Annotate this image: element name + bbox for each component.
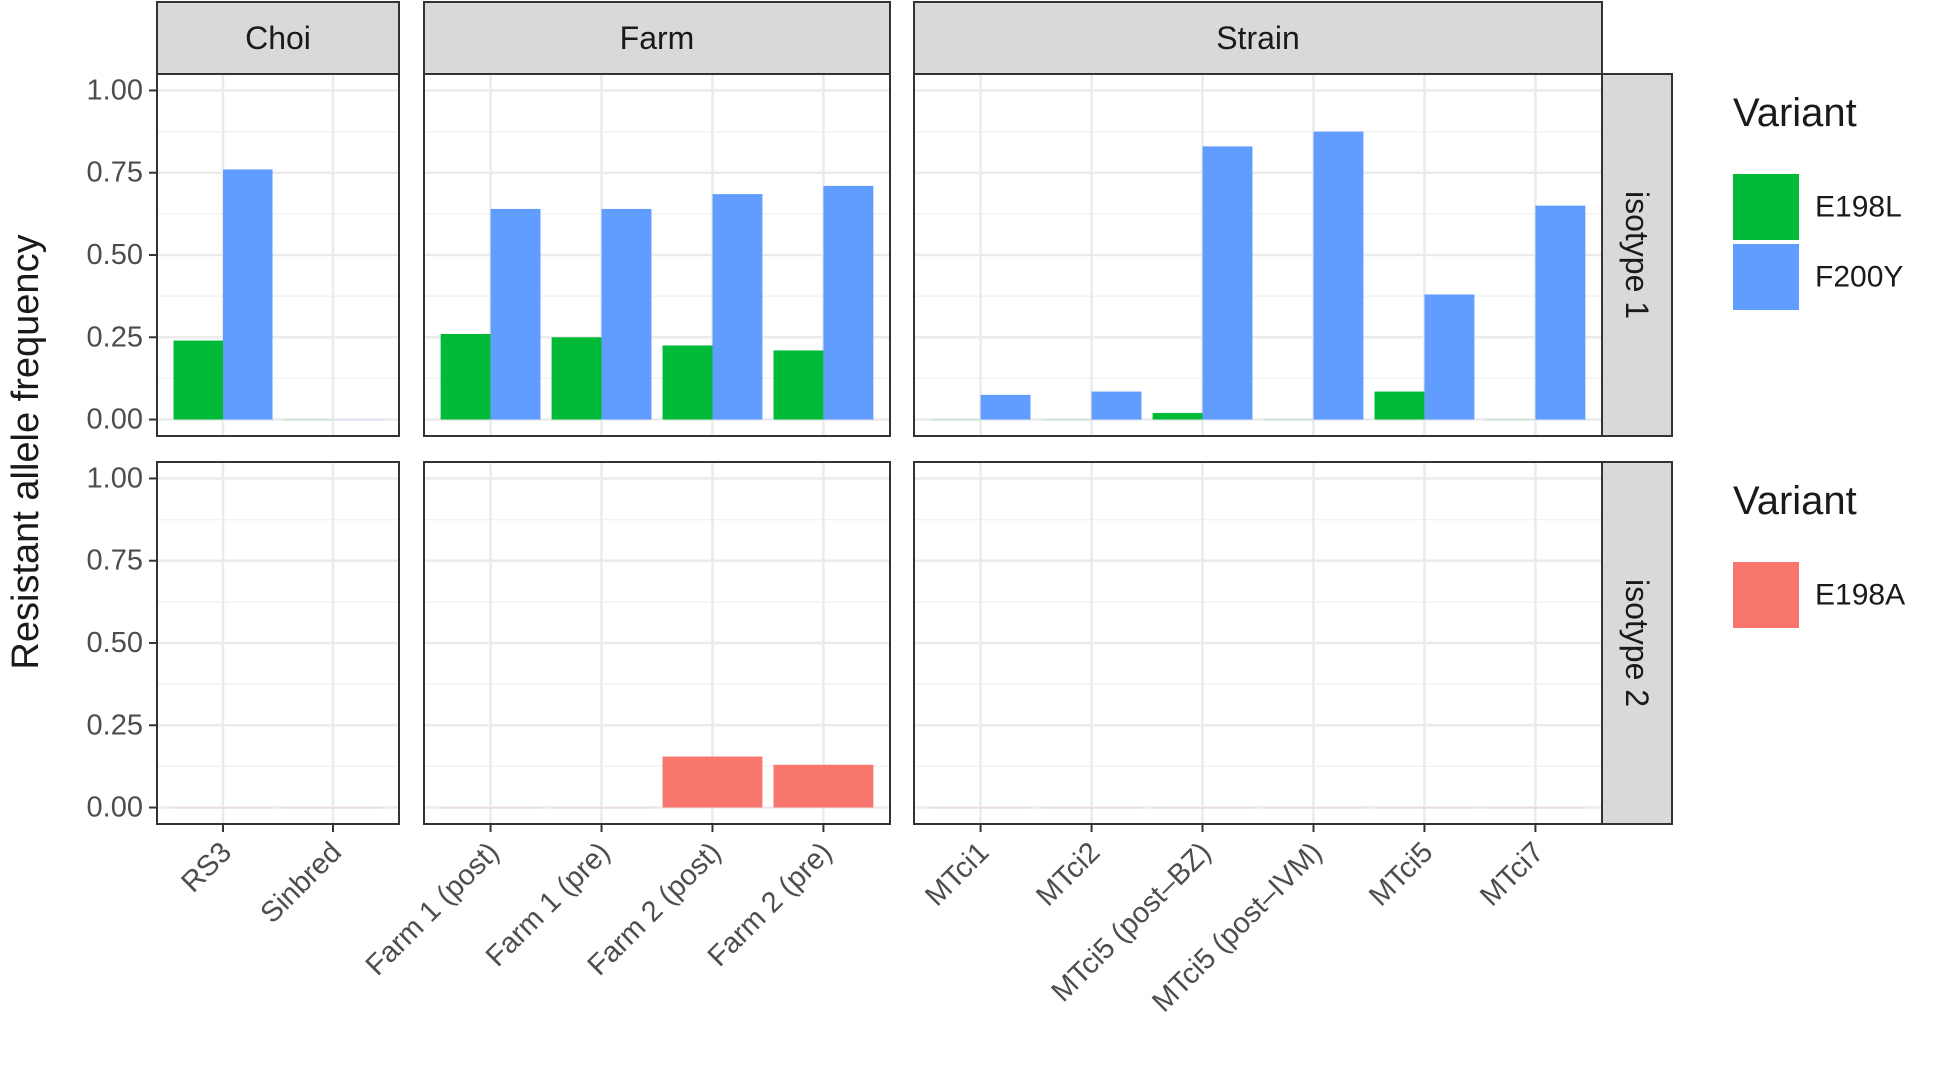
legend-label-e198l: E198L — [1815, 191, 1902, 224]
y-tick-label: 0.00 — [87, 404, 143, 436]
bar-f200y-mtci5-post-bz — [1202, 146, 1253, 420]
legend-title: Variant — [1733, 479, 1857, 523]
strips-layer: isotype 1 isotype 2 Choi Farm Strain — [156, 1, 1673, 825]
bar-e198a-mtci1 — [930, 807, 1031, 809]
column-strip-label: Farm — [620, 20, 695, 56]
bar-e198a-mtci5 — [1374, 807, 1475, 809]
row-strip-label: isotype 2 — [1619, 579, 1655, 707]
legend-key-e198a — [1733, 562, 1799, 628]
y-axis-isotype-2: 0.00 0.25 0.50 0.75 1.00 — [87, 462, 157, 824]
panel-choi-isotype-1 — [156, 73, 400, 437]
bar-e198l-mtci2 — [1041, 419, 1092, 421]
bar-e198a-mtci5-post-bz — [1152, 807, 1253, 809]
column-strip-background — [913, 1, 1603, 75]
bar-e198l-farm-2-pre — [773, 350, 824, 420]
bar-f200y-mtci5-post-ivm — [1313, 131, 1364, 420]
y-tick-label: 0.00 — [87, 792, 143, 824]
panels-layer — [156, 73, 1603, 825]
x-tick-label-farm-1-post: Farm 1 (post) — [360, 836, 506, 982]
row-strip-background — [1601, 461, 1673, 825]
legend-label-f200y: F200Y — [1815, 261, 1903, 294]
y-tick-label: 0.50 — [87, 627, 143, 659]
bar-e198l-mtci1 — [930, 419, 981, 421]
x-tick-label-mtci2: MTci2 — [1030, 836, 1106, 912]
row-strip-isotype-2: isotype 2 — [1601, 461, 1673, 825]
bar-e198l-mtci5-post-bz — [1152, 412, 1203, 420]
bar-f200y-mtci7 — [1535, 205, 1586, 420]
bar-e198l-farm-2-post — [662, 345, 713, 420]
column-strip-background — [423, 1, 891, 75]
legend-layer: Variant E198L F200Y Variant E198A — [1733, 91, 1905, 628]
x-tick-label-rs3: RS3 — [175, 836, 238, 899]
bar-f200y-sinbred — [333, 419, 383, 421]
panel-border — [423, 461, 891, 825]
panel-strain-isotype-1 — [913, 73, 1603, 437]
bar-e198l-sinbred — [283, 419, 333, 421]
legend-key-e198l — [1733, 174, 1799, 240]
row-strip-background — [1601, 73, 1673, 437]
bar-e198a-sinbred — [283, 807, 383, 809]
bar-e198l-mtci7 — [1485, 419, 1536, 421]
row-strip-label: isotype 1 — [1619, 191, 1655, 319]
column-strip-label: Choi — [245, 20, 311, 56]
y-tick-label: 0.50 — [87, 239, 143, 271]
legend-isotype-2: Variant E198A — [1733, 479, 1905, 628]
legend-title: Variant — [1733, 91, 1857, 135]
panel-strain-isotype-2 — [913, 461, 1603, 825]
bar-f200y-mtci2 — [1091, 391, 1142, 420]
legend-isotype-1: Variant E198L F200Y — [1733, 91, 1903, 310]
y-axis-title: Resistant allele frequency — [5, 234, 47, 669]
x-tick-label-sinbred: Sinbred — [255, 836, 348, 929]
x-tick-label-mtci7: MTci7 — [1474, 836, 1550, 912]
bar-e198a-mtci7 — [1485, 807, 1586, 809]
bar-f200y-rs3 — [223, 169, 273, 420]
bar-e198l-mtci5 — [1374, 391, 1425, 420]
bar-e198a-farm-2-pre — [773, 764, 874, 808]
x-tick-label-mtci5: MTci5 — [1363, 836, 1439, 912]
bar-e198l-mtci5-post-ivm — [1263, 419, 1314, 421]
bar-f200y-mtci1 — [980, 394, 1031, 420]
bar-e198l-farm-1-post — [440, 333, 491, 420]
bar-f200y-mtci5 — [1424, 294, 1475, 420]
y-tick-label: 0.25 — [87, 709, 143, 741]
x-axis-farm: Farm 1 (post)Farm 1 (pre)Farm 2 (post)Fa… — [360, 824, 838, 982]
bar-e198a-mtci2 — [1041, 807, 1142, 809]
bar-e198l-farm-1-pre — [551, 337, 602, 420]
row-strip-isotype-1: isotype 1 — [1601, 73, 1673, 437]
bar-e198a-rs3 — [173, 807, 273, 809]
column-strip-label: Strain — [1216, 20, 1300, 56]
column-strip-farm: Farm — [423, 1, 891, 75]
y-tick-label: 0.75 — [87, 545, 143, 577]
y-tick-label: 1.00 — [87, 462, 143, 494]
panel-farm-isotype-2 — [423, 461, 891, 825]
legend-label-e198a: E198A — [1815, 579, 1905, 612]
legend-key-f200y — [1733, 244, 1799, 310]
y-tick-label: 1.00 — [87, 74, 143, 106]
y-tick-label: 0.25 — [87, 321, 143, 353]
bar-f200y-farm-1-post — [490, 208, 541, 420]
column-strip-choi: Choi — [156, 1, 400, 75]
bar-f200y-farm-2-post — [712, 194, 763, 420]
bar-e198a-farm-1-post — [440, 807, 541, 809]
column-strip-background — [156, 1, 400, 75]
x-axis-choi: RS3 Sinbred — [175, 824, 348, 930]
bar-e198a-farm-2-post — [662, 756, 763, 808]
panel-choi-isotype-2 — [156, 461, 400, 825]
column-strip-strain: Strain — [913, 1, 1603, 75]
bar-f200y-farm-2-pre — [823, 185, 874, 420]
panel-farm-isotype-1 — [423, 73, 891, 437]
y-axis-isotype-1: 0.00 0.25 0.50 0.75 1.00 — [87, 74, 157, 436]
bar-f200y-farm-1-pre — [601, 208, 652, 420]
x-tick-label-mtci1: MTci1 — [919, 836, 995, 912]
bar-e198a-mtci5-post-ivm — [1263, 807, 1364, 809]
bar-e198l-rs3 — [173, 340, 223, 420]
y-tick-label: 0.75 — [87, 157, 143, 189]
bar-e198a-farm-1-pre — [551, 807, 652, 809]
